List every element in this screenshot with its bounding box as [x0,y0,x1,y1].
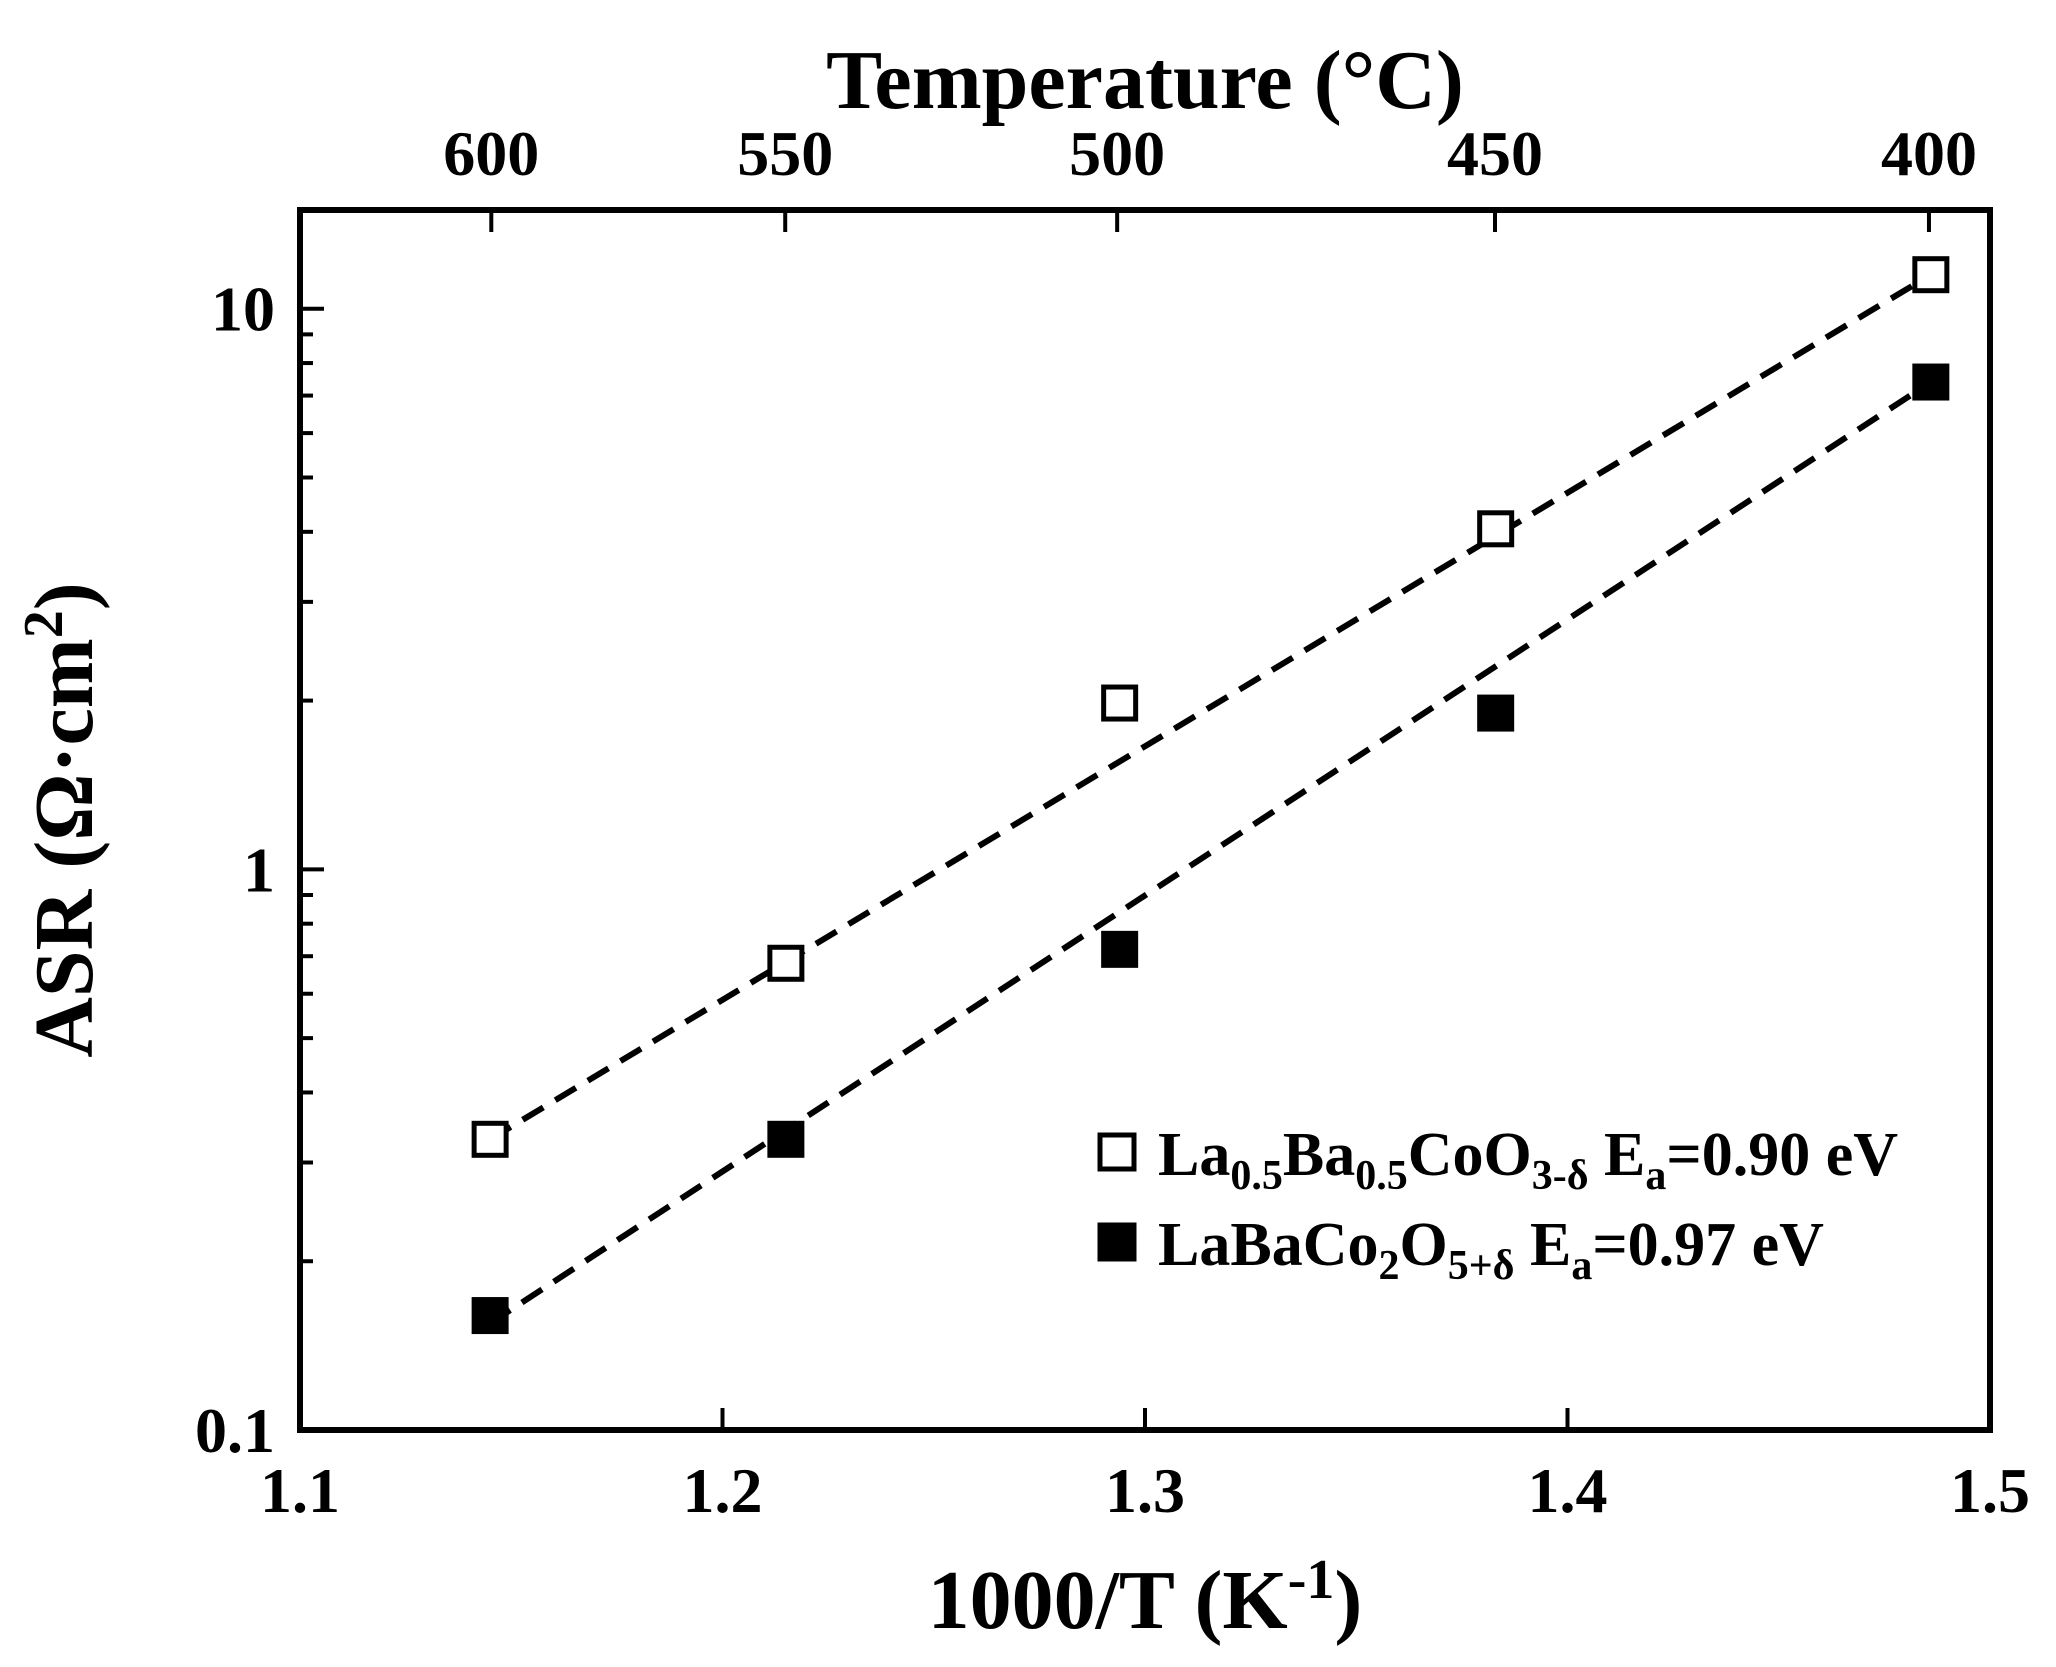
open-square-marker [1912,256,1950,294]
legend-subscript: a [1571,1243,1592,1289]
open-square-marker [471,1120,509,1158]
open-square-marker [1101,684,1139,722]
y-axis-title: ASR (Ω·cm2) [13,582,111,1058]
x-tick-label: 1.2 [683,1455,763,1526]
legend-text-part: CoO [1408,1121,1532,1189]
tick-labels: 1.1 1.2 1.3 1.4 1.5 0.1 1 10 600 550 500 450 400 [195,118,2030,1526]
filled-square-marker [1101,930,1139,968]
y-tick-label: 10 [211,274,275,345]
filled-square-marker [471,1297,509,1335]
legend-text-part: =0.90 eV [1666,1121,1898,1189]
filled-square-marker [1477,694,1515,732]
top-tick-label: 500 [1069,118,1165,189]
legend-text-part: La [1158,1121,1230,1189]
data-points [471,256,1950,1335]
axis-ticks [298,210,1992,1432]
filled-square-marker [1912,363,1950,401]
x-tick-label: 1.4 [1528,1455,1608,1526]
legend-text-part: E [1589,1121,1646,1189]
legend-marker-1 [1097,1132,1137,1172]
top-tick-label: 600 [443,118,539,189]
legend-subscript: 0.5 [1355,1153,1408,1199]
open-square-marker [1477,510,1515,548]
legend-subscript: 3-δ [1532,1153,1589,1199]
legend-label-1: La0.5Ba0.5CoO3-δ Ea=0.90 eV [1158,1121,1898,1199]
legend-label-2: LaBaCo2O5+δ Ea=0.97 eV [1158,1211,1824,1289]
top-tick-label: 550 [737,118,833,189]
x-tick-label: 1.5 [1950,1455,2030,1526]
top-tick-label: 400 [1881,118,1977,189]
legend-subscript: 2 [1378,1243,1399,1289]
legend-subscript: 0.5 [1230,1153,1283,1199]
legend-marker-2 [1097,1222,1137,1262]
fit-line-1 [488,272,1933,1142]
x-tick-label: 1.1 [260,1455,340,1526]
x-tick-label: 1.3 [1105,1455,1185,1526]
y-tick-label: 1 [243,834,275,905]
legend-subscript: 5+δ [1448,1243,1515,1289]
fit-line-2 [488,379,1933,1326]
legend-text-part: E [1514,1211,1571,1279]
y-tick-label: 0.1 [195,1395,275,1466]
filled-square-marker [767,1120,805,1158]
top-tick-label: 450 [1447,118,1543,189]
legend-text-part: O [1399,1211,1447,1279]
legend-text-part: Ba [1283,1121,1355,1189]
open-square-marker [767,944,805,982]
legend-text-part: LaBaCo [1158,1211,1378,1279]
x-axis-title: 1000/T (K-1) [928,1549,1363,1647]
fit-lines [488,272,1933,1326]
legend-text-part: =0.97 eV [1592,1211,1824,1279]
legend-subscript: a [1645,1153,1666,1199]
top-axis-title: Temperature (°C) [826,34,1464,127]
